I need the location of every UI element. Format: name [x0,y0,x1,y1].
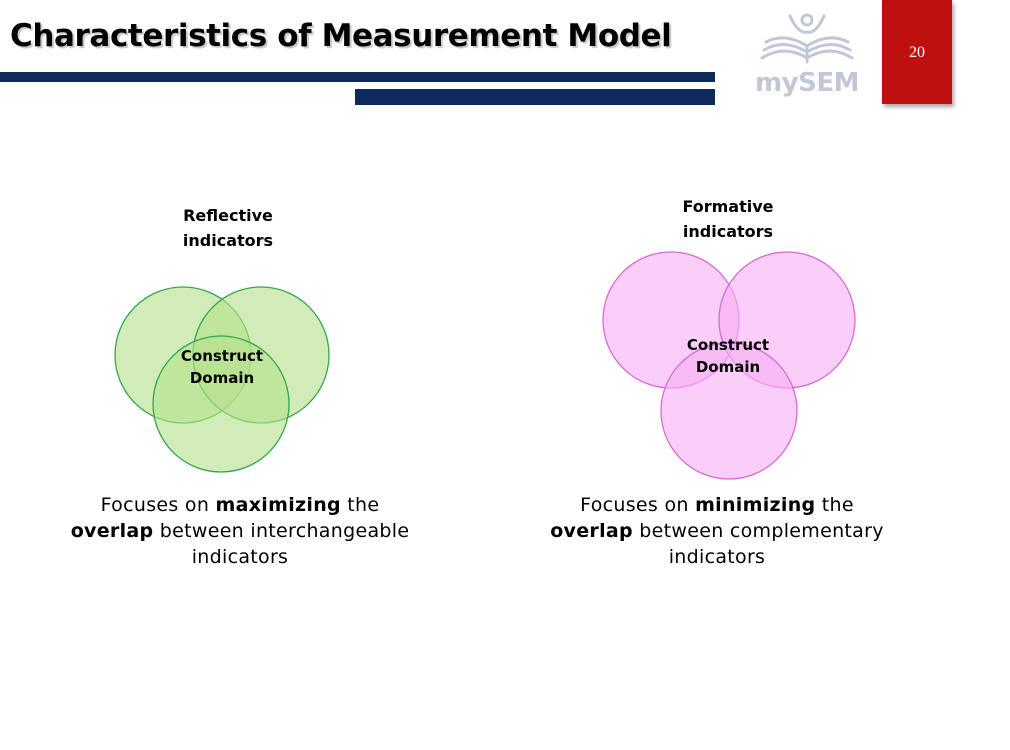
formative-venn [602,251,856,480]
slide-title: Characteristics of Measurement Model [10,18,672,54]
page-number: 20 [909,44,925,61]
reflective-caption: Focuses on maximizing the overlap betwee… [70,494,410,568]
reflective-indicators-label: Reflective indicators [182,206,274,250]
mysem-logo: mySEM [752,8,862,100]
reflective-circle-bottom [152,335,290,473]
reflective-venn [114,286,330,473]
page-number-box: 20 [882,0,952,104]
title-rule-top [0,72,715,82]
title-rule-bottom [355,89,715,105]
formative-construct-domain-label: Construct Domain [686,336,770,376]
reflective-construct-domain-label: Construct Domain [180,347,264,387]
logo-text: mySEM [755,68,859,98]
open-book-icon [760,13,854,64]
formative-indicators-label: Formative indicators [682,197,774,241]
formative-caption: Focuses on minimizing the overlap betwee… [550,494,884,568]
formative-circle-bottom [660,342,798,480]
